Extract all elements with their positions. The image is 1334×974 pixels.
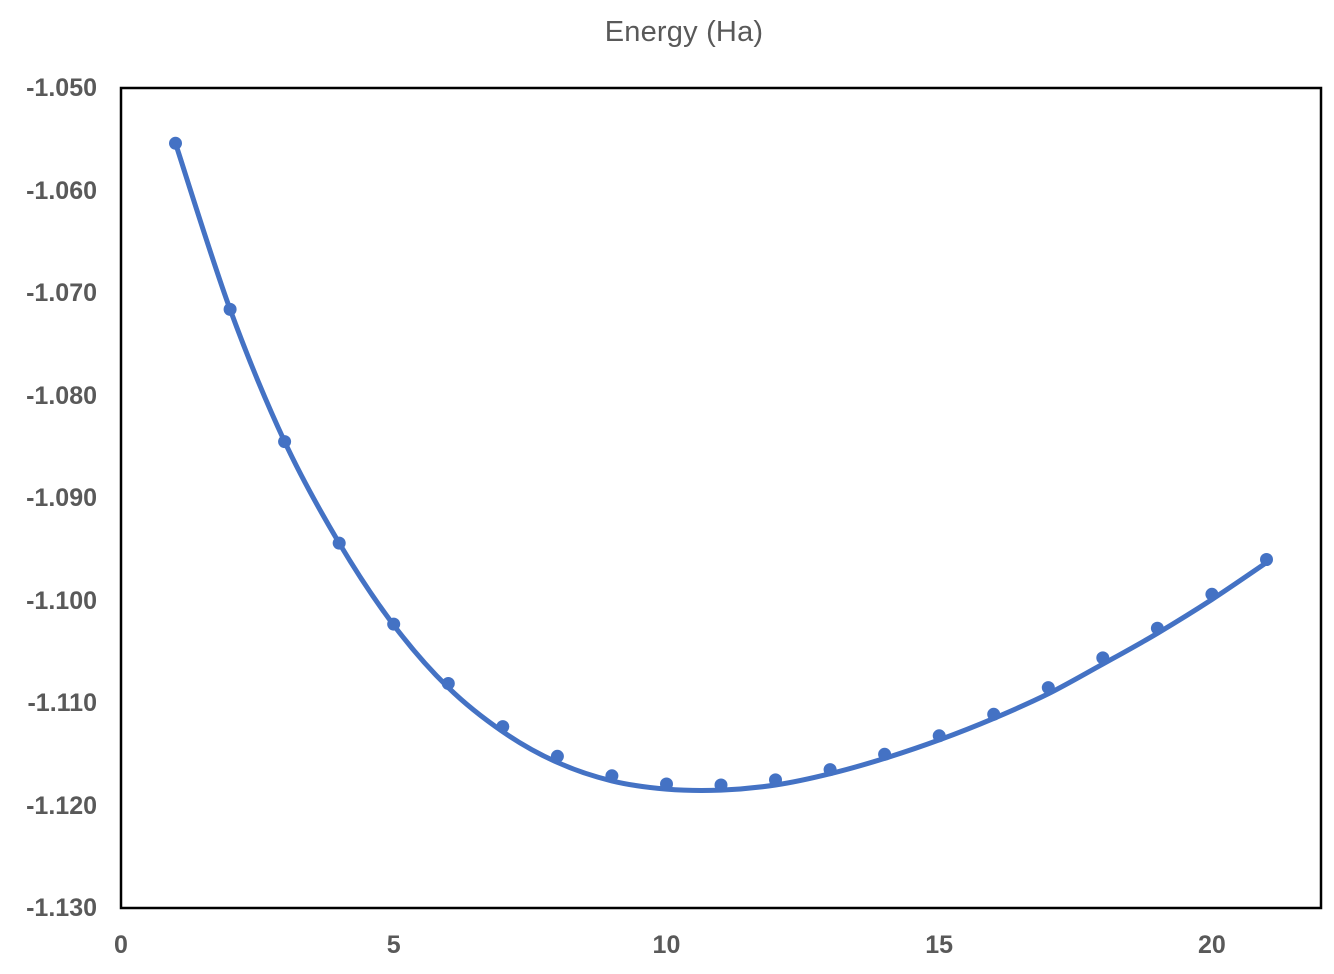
data-point-marker	[714, 778, 728, 792]
data-point-marker	[1041, 681, 1055, 695]
data-point-marker	[550, 749, 564, 763]
y-tick-label: -1.060	[26, 176, 97, 205]
data-point-marker	[278, 435, 292, 449]
y-tick-label: -1.070	[26, 279, 97, 307]
chart-title: Energy (Ha)	[604, 16, 764, 48]
y-tick-label: -1.130	[26, 894, 97, 922]
data-point-marker	[223, 302, 237, 316]
y-tick-label: -1.050	[26, 74, 97, 102]
energy-trendline	[173, 140, 1269, 793]
y-tick-label: -1.090	[26, 484, 97, 512]
trendline-layer	[173, 140, 1269, 793]
x-tick-label: 5	[386, 931, 401, 959]
plot-border	[119, 86, 1323, 910]
data-point-marker	[496, 720, 510, 734]
y-tick-label: -1.120	[26, 791, 97, 820]
data-point-marker	[387, 617, 401, 631]
data-point-marker	[1260, 553, 1273, 566]
y-tick-label: -1.100	[26, 586, 97, 615]
data-point-marker	[987, 707, 1001, 721]
data-point-marker	[769, 773, 782, 787]
x-tick-label: 0	[114, 931, 128, 959]
data-point-marker	[441, 677, 455, 690]
data-point-marker	[932, 729, 946, 743]
data-point-marker	[660, 777, 673, 791]
data-point-marker	[1096, 651, 1110, 665]
y-tick-label: -1.080	[26, 381, 97, 410]
data-point-marker	[878, 747, 892, 761]
data-point-marker	[823, 763, 837, 777]
data-point-marker	[1205, 587, 1219, 601]
y-tick-label: -1.110	[27, 689, 97, 717]
data-point-marker	[169, 136, 182, 150]
data-point-marker	[332, 536, 346, 550]
x-tick-label: 20	[1198, 931, 1226, 959]
data-point-marker	[1150, 621, 1164, 635]
x-tick-label: 15	[925, 931, 954, 959]
data-points-layer	[169, 136, 1273, 792]
x-tick-label: 10	[652, 931, 681, 959]
data-point-marker	[605, 769, 619, 783]
